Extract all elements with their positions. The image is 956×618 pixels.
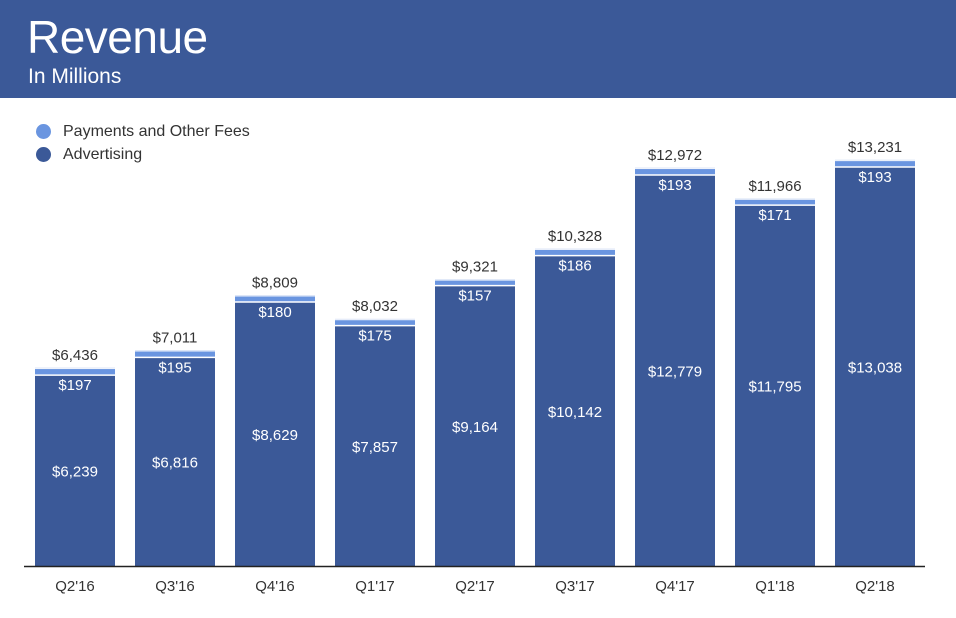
legend-label-payments: Payments and Other Fees [63,122,250,140]
bar-advertising [35,375,115,566]
x-tick-label: Q1'18 [755,578,795,595]
total-label: $8,809 [252,274,298,291]
bar-advertising [335,325,415,566]
x-tick-label: Q4'17 [655,578,695,595]
x-tick-label: Q3'16 [155,578,195,595]
payments-label: $197 [58,377,91,394]
bar-payments [535,249,615,256]
advertising-label: $7,857 [352,439,398,456]
legend-swatch-advertising [36,147,51,162]
x-tick-label: Q1'17 [355,578,395,595]
legend: Payments and Other Fees Advertising [36,120,250,166]
advertising-label: $6,239 [52,464,98,481]
legend-label-advertising: Advertising [63,145,143,163]
bar-advertising [435,285,515,566]
bar-payments [735,199,815,206]
advertising-label: $6,816 [152,455,198,472]
payments-label: $157 [458,288,491,305]
bar-payments [335,320,415,326]
x-tick-label: Q2'17 [455,578,495,595]
advertising-label: $13,038 [848,360,902,377]
advertising-label: $10,142 [548,404,602,421]
payments-label: $195 [158,359,191,376]
legend-swatch-payments [36,124,51,139]
chart-subtitle: In Millions [28,65,122,88]
legend-item-payments: Payments and Other Fees [36,120,250,143]
bar-advertising [235,301,315,566]
payments-label: $171 [758,207,791,224]
total-label: $6,436 [52,347,98,364]
bar-payments [235,296,315,302]
bar-advertising [135,357,215,566]
payments-label: $186 [558,258,591,275]
payments-label: $193 [658,177,691,194]
total-label: $8,032 [352,298,398,315]
x-tick-label: Q3'17 [555,578,595,595]
bar-advertising [835,167,915,566]
x-tick-label: Q4'16 [255,578,295,595]
chart-title: Revenue [27,11,208,63]
payments-label: $180 [258,304,291,321]
total-label: $10,328 [548,228,602,245]
bar-payments [635,169,715,175]
total-label: $11,966 [748,178,801,195]
x-tick-label: Q2'18 [855,578,895,595]
advertising-label: $9,164 [452,419,498,436]
bar-payments [435,280,515,286]
bar-advertising [635,174,715,567]
total-label: $9,321 [452,259,498,276]
bar-payments [35,369,115,376]
advertising-label: $11,795 [748,379,801,396]
total-label: $13,231 [848,139,902,156]
bar-advertising [535,255,615,567]
x-tick-label: Q2'16 [55,578,95,595]
bar-payments [835,161,915,168]
total-label: $12,972 [648,147,702,164]
advertising-label: $12,779 [648,363,702,380]
payments-label: $193 [858,169,891,186]
header-banner: Revenue In Millions [0,0,956,98]
payments-label: $175 [358,328,391,345]
legend-item-advertising: Advertising [36,143,250,166]
advertising-label: $8,629 [252,427,298,444]
total-label: $7,011 [153,329,198,346]
bar-payments [135,351,215,358]
bar-advertising [735,205,815,566]
